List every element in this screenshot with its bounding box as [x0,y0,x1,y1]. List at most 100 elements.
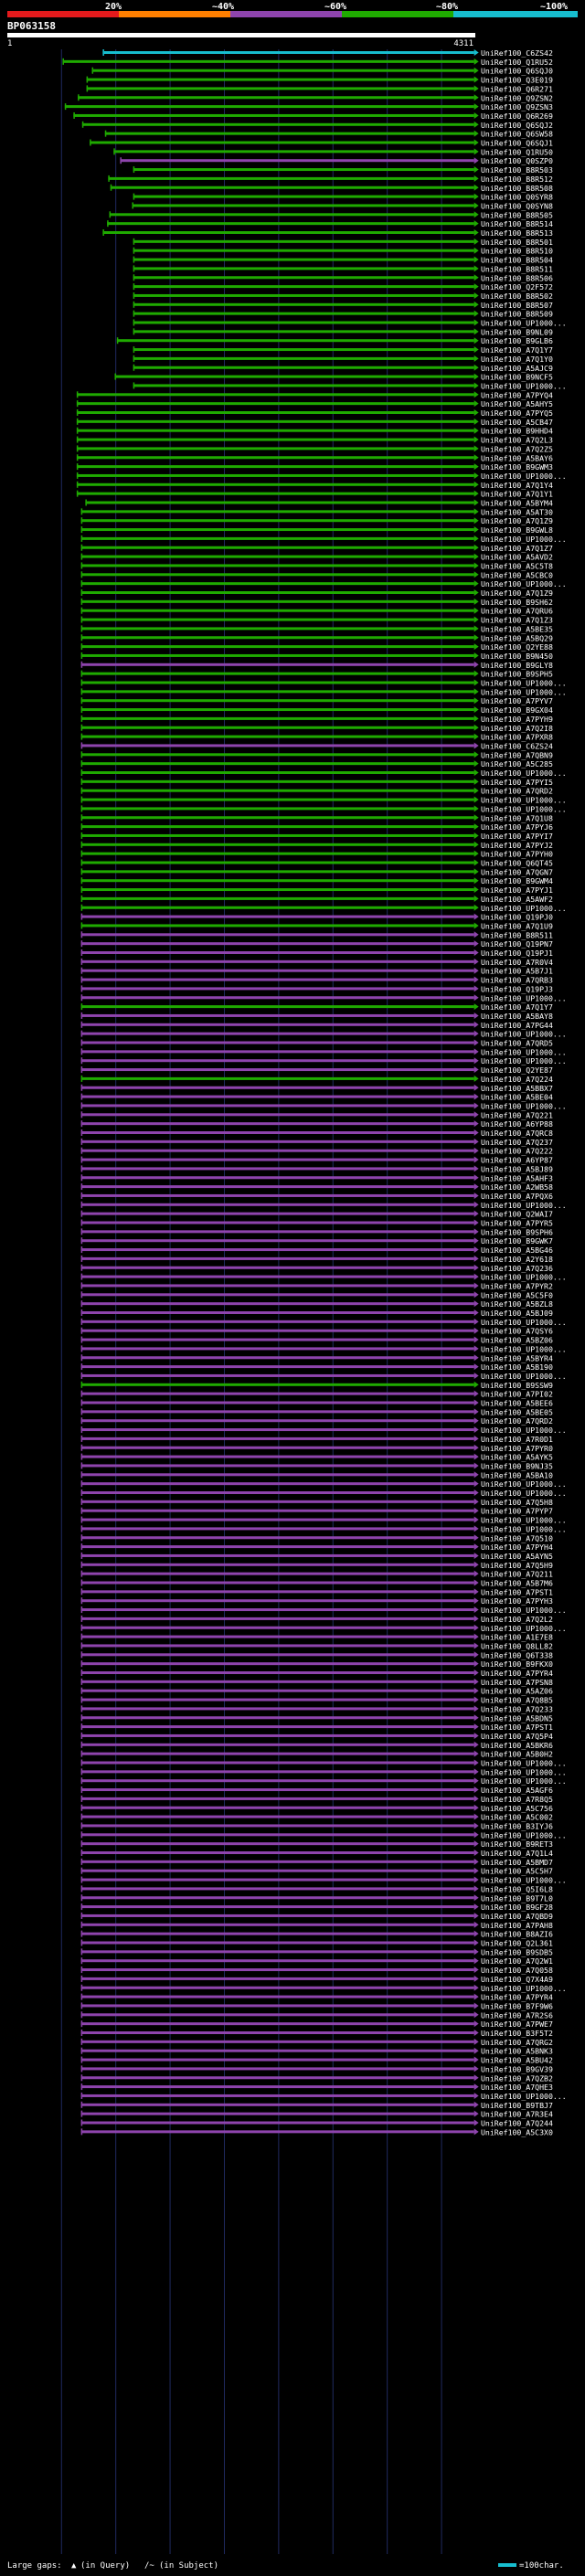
hit-label[interactable]: UniRef100_A7QSY6 [481,1327,553,1336]
hit-bar[interactable] [80,933,474,937]
hit-row[interactable]: UniRef100_UP1000... [80,1606,567,1615]
hit-bar[interactable] [80,2067,474,2071]
hit-row[interactable]: UniRef100_UP1000... [133,381,567,390]
hit-bar[interactable] [80,861,474,864]
hit-row[interactable]: UniRef100_B9T7L0 [80,1893,553,1903]
hit-label[interactable]: UniRef100_B9FKX0 [481,1659,553,1669]
hit-bar[interactable] [73,113,474,117]
hit-label[interactable]: UniRef100_UP1000... [481,472,567,481]
hit-row[interactable]: UniRef100_A5BDN5 [80,1713,553,1723]
hit-label[interactable]: UniRef100_A5BBX7 [481,1084,553,1093]
hit-label[interactable]: UniRef100_A7Q1U9 [481,921,553,930]
hit-bar[interactable] [80,1968,474,1972]
hit-bar[interactable] [80,1806,474,1809]
hit-label[interactable]: UniRef100_Q19PN7 [481,939,553,949]
hit-label[interactable]: UniRef100_A5C5T8 [481,561,553,570]
hit-row[interactable]: UniRef100_B8R507 [133,301,553,310]
hit-bar[interactable] [64,105,474,109]
hit-row[interactable]: UniRef100_A7QRU6 [80,607,553,616]
hit-row[interactable]: UniRef100_Q9ZSN3 [64,102,553,111]
hit-bar[interactable] [80,2004,474,2008]
hit-row[interactable]: UniRef100_A5AVD2 [80,553,553,562]
hit-row[interactable]: UniRef100_A5BA10 [80,1470,553,1479]
hit-bar[interactable] [133,249,474,252]
hit-row[interactable]: UniRef100_A7PYR0 [80,1444,553,1453]
hit-label[interactable]: UniRef100_UP1000... [481,993,567,1002]
hit-bar[interactable] [80,959,474,963]
hit-bar[interactable] [80,906,474,909]
hit-label[interactable]: UniRef100_A6YP88 [481,1119,553,1129]
hit-label[interactable]: UniRef100_B9GLY8 [481,661,553,670]
hit-label[interactable]: UniRef100_B8R511 [481,930,553,939]
hit-label[interactable]: UniRef100_A5BZL8 [481,1299,553,1309]
hit-bar[interactable] [80,1950,474,1954]
hit-bar[interactable] [133,330,474,334]
hit-bar[interactable] [80,1203,474,1206]
hit-row[interactable]: UniRef100_A5AYK5 [80,1453,553,1462]
hit-row[interactable]: UniRef100_Q19PN7 [80,939,553,949]
hit-label[interactable]: UniRef100_Q19PJ1 [481,949,553,958]
hit-row[interactable]: UniRef100_UP1000... [80,1479,567,1489]
hit-bar[interactable] [76,456,474,460]
hit-row[interactable]: UniRef100_B9GWM3 [76,462,553,472]
hit-bar[interactable] [80,510,474,514]
hit-label[interactable]: UniRef100_B8R502 [481,292,553,301]
hit-label[interactable]: UniRef100_UP1000... [481,1516,567,1525]
hit-row[interactable]: UniRef100_A7Q1Z9 [80,516,553,525]
hit-bar[interactable] [80,1536,474,1540]
hit-bar[interactable] [80,681,474,684]
hit-bar[interactable] [90,141,474,144]
hit-bar[interactable] [80,1851,474,1854]
hit-label[interactable]: UniRef100_A7QRB3 [481,976,553,985]
hit-bar[interactable] [80,663,474,666]
hit-label[interactable]: UniRef100_A7QHE3 [481,2083,553,2092]
hit-bar[interactable] [80,1482,474,1486]
hit-label[interactable]: UniRef100_B8R504 [481,256,553,265]
hit-label[interactable]: UniRef100_A5BU42 [481,2056,553,2065]
hit-row[interactable]: UniRef100_A7Q5H8 [80,1498,553,1507]
hit-label[interactable]: UniRef100_Q9ZSN3 [481,102,553,111]
hit-bar[interactable] [80,528,474,532]
hit-label[interactable]: UniRef100_A7PAH8 [481,1921,553,1930]
hit-label[interactable]: UniRef100_B7F9W6 [481,2001,553,2010]
hit-bar[interactable] [80,591,474,594]
hit-row[interactable]: UniRef100_A7PYR5 [80,1219,553,1228]
hit-row[interactable]: UniRef100_UP1000... [80,1516,567,1525]
hit-label[interactable]: UniRef100_A7Q1Z3 [481,616,553,625]
hit-row[interactable]: UniRef100_B9GF28 [80,1903,553,1912]
hit-label[interactable]: UniRef100_A1E7E8 [481,1633,553,1642]
hit-bar[interactable] [80,1553,474,1557]
hit-label[interactable]: UniRef100_A5BKR6 [481,1741,553,1750]
hit-row[interactable]: UniRef100_B8R505 [109,210,553,219]
hit-label[interactable]: UniRef100_A7QRD2 [481,787,553,796]
hit-row[interactable]: UniRef100_B8R502 [133,292,553,301]
hit-bar[interactable] [80,1788,474,1792]
hit-label[interactable]: UniRef100_A5C5F0 [481,1290,553,1299]
hit-label[interactable]: UniRef100_A7Q1L4 [481,1849,553,1858]
hit-label[interactable]: UniRef100_A7Q2Z5 [481,444,553,453]
hit-row[interactable]: UniRef100_A7QZB2 [80,2073,553,2083]
hit-label[interactable]: UniRef100_B3IYJ6 [481,1821,553,1830]
hit-bar[interactable] [80,1239,474,1243]
hit-label[interactable]: UniRef100_UP1000... [481,1273,567,1282]
hit-row[interactable]: UniRef100_B8R504 [133,256,553,265]
hit-row[interactable]: UniRef100_A5BMD7 [80,1858,553,1867]
hit-row[interactable]: UniRef100_UP1000... [133,319,567,328]
hit-row[interactable]: UniRef100_A5AWF2 [80,895,553,904]
hit-bar[interactable] [80,2076,474,2080]
hit-label[interactable]: UniRef100_A5BAY6 [481,453,553,462]
hit-bar[interactable] [80,1959,474,1963]
hit-bar[interactable] [80,1563,474,1566]
hit-label[interactable]: UniRef100_UP1000... [481,579,567,588]
hit-row[interactable]: UniRef100_B8R510 [133,247,553,256]
hit-bar[interactable] [80,2130,474,2134]
hit-bar[interactable] [80,1662,474,1666]
hit-row[interactable]: UniRef100_A2Y618 [80,1255,553,1264]
hit-label[interactable]: UniRef100_A7QRC8 [481,1129,553,1138]
hit-label[interactable]: UniRef100_A5AGF6 [481,1786,553,1795]
hit-row[interactable]: UniRef100_A7PXR8 [80,733,553,742]
hit-label[interactable]: UniRef100_A7QRD5 [481,1039,553,1048]
hit-row[interactable]: UniRef100_A7PSN8 [80,1678,553,1687]
hit-bar[interactable] [76,402,474,406]
hit-row[interactable]: UniRef100_A7QSY6 [80,1327,553,1336]
